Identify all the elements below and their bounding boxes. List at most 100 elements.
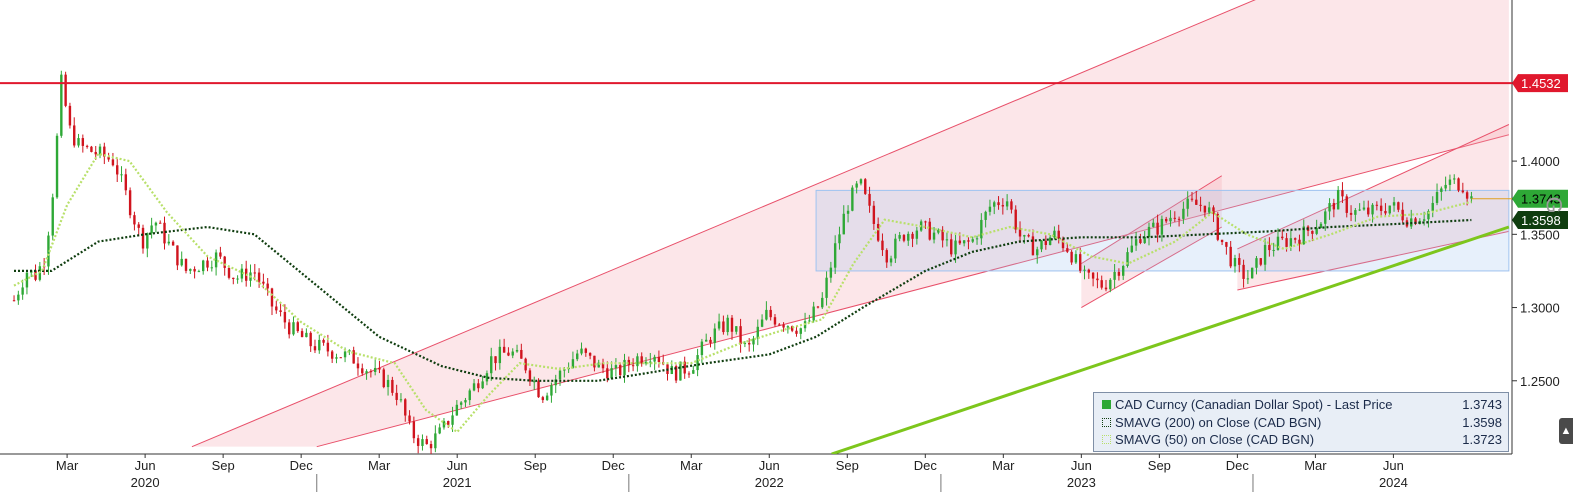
candle-body bbox=[747, 342, 751, 345]
candle-body bbox=[266, 283, 269, 289]
candle-body bbox=[468, 390, 471, 401]
candle-body bbox=[107, 156, 110, 160]
candle-body bbox=[1182, 208, 1185, 219]
year-label: 2023 bbox=[1067, 475, 1096, 490]
x-tick-label: Sep bbox=[836, 458, 859, 473]
candle-body bbox=[1104, 287, 1108, 290]
candle-body bbox=[993, 202, 996, 207]
candle-body bbox=[202, 260, 205, 272]
candle-body bbox=[1199, 204, 1202, 206]
candle-body bbox=[64, 74, 67, 106]
candle-body bbox=[1263, 244, 1267, 265]
candle-body bbox=[1225, 242, 1228, 247]
candle-body bbox=[434, 433, 437, 449]
candle-body bbox=[769, 309, 772, 318]
candle-body bbox=[150, 225, 153, 234]
candle-body bbox=[1388, 205, 1391, 214]
candle-body bbox=[451, 415, 454, 425]
candle-body bbox=[1431, 202, 1434, 212]
candle-body bbox=[137, 224, 140, 228]
candle-body bbox=[1255, 258, 1258, 268]
candle-body bbox=[735, 326, 738, 332]
candle-body bbox=[790, 326, 794, 331]
candle-body bbox=[954, 240, 957, 255]
candle-body bbox=[425, 439, 428, 445]
price-tag-2 bbox=[1512, 210, 1568, 229]
candle-body bbox=[12, 300, 16, 302]
candle-body bbox=[1435, 192, 1439, 203]
side-panel-tab-icon[interactable]: ▲ bbox=[1559, 418, 1573, 444]
y-tick-label: 1.4000 bbox=[1520, 154, 1560, 169]
candle-body bbox=[189, 268, 192, 271]
candle-body bbox=[1143, 236, 1146, 243]
candle-body bbox=[1126, 252, 1129, 266]
candle-body bbox=[1319, 223, 1323, 229]
candle-body bbox=[515, 349, 519, 352]
candle-body bbox=[90, 146, 93, 152]
candle-body bbox=[1259, 258, 1262, 265]
candle-body bbox=[103, 146, 106, 157]
candle-body bbox=[1203, 205, 1207, 213]
candle-body bbox=[872, 205, 876, 224]
axes bbox=[0, 0, 1513, 455]
candle-body bbox=[193, 268, 196, 272]
candle-body bbox=[1422, 219, 1426, 221]
candle-body bbox=[133, 215, 136, 225]
candle-body bbox=[1250, 267, 1254, 279]
candle-body bbox=[227, 267, 231, 278]
candle-body bbox=[1349, 212, 1353, 215]
legend-label: CAD Curncy (Canadian Dollar Spot) - Last… bbox=[1115, 397, 1393, 413]
candle-body bbox=[391, 379, 394, 393]
candle-body bbox=[240, 268, 244, 279]
candle-body bbox=[1109, 279, 1112, 290]
candle-body bbox=[816, 306, 820, 308]
candle-body bbox=[1091, 272, 1095, 279]
candle-body bbox=[851, 187, 854, 211]
candle-body bbox=[81, 138, 85, 146]
price-tag-label-1: 1.3743 bbox=[1521, 192, 1561, 207]
candle-body bbox=[541, 397, 545, 401]
legend-row-price: CAD Curncy (Canadian Dollar Spot) - Last… bbox=[1102, 396, 1502, 414]
candle-body bbox=[846, 210, 850, 214]
candle-body bbox=[1375, 204, 1379, 206]
candle-body bbox=[1315, 228, 1318, 234]
candle-body bbox=[1220, 239, 1224, 243]
candle-body bbox=[287, 322, 291, 335]
candle-body bbox=[584, 348, 588, 353]
candle-body bbox=[1048, 237, 1052, 245]
x-tick-label: Jun bbox=[1071, 458, 1092, 473]
candle-body bbox=[1096, 278, 1099, 281]
candle-body bbox=[760, 319, 764, 327]
candle-body bbox=[1014, 209, 1017, 230]
candle-body bbox=[1134, 239, 1138, 246]
candle-body bbox=[1392, 202, 1396, 206]
candle-body bbox=[649, 361, 652, 363]
candle-body bbox=[829, 267, 833, 278]
candle-body bbox=[219, 252, 222, 257]
candle-body bbox=[687, 373, 691, 375]
candle-body bbox=[171, 241, 175, 246]
candle-body bbox=[601, 362, 605, 369]
candle-body bbox=[1272, 249, 1275, 251]
candle-body bbox=[842, 213, 845, 235]
candle-body bbox=[765, 309, 768, 320]
candle-body bbox=[369, 371, 373, 373]
year-label: 2022 bbox=[755, 475, 784, 490]
candle-body bbox=[859, 179, 863, 184]
candle-body bbox=[657, 356, 661, 363]
candle-body bbox=[606, 368, 609, 379]
candle-body bbox=[1401, 209, 1404, 221]
candle-body bbox=[1358, 209, 1361, 211]
candle-body bbox=[1130, 245, 1134, 253]
candle-body bbox=[1311, 230, 1314, 234]
candle-body bbox=[318, 339, 321, 351]
candle-body bbox=[21, 287, 24, 295]
candle-body bbox=[1298, 239, 1301, 245]
candle-body bbox=[1212, 207, 1215, 215]
candle-body bbox=[270, 288, 274, 307]
candle-body bbox=[1173, 217, 1176, 219]
x-tick-label: Sep bbox=[212, 458, 235, 473]
candle-body bbox=[640, 356, 643, 364]
